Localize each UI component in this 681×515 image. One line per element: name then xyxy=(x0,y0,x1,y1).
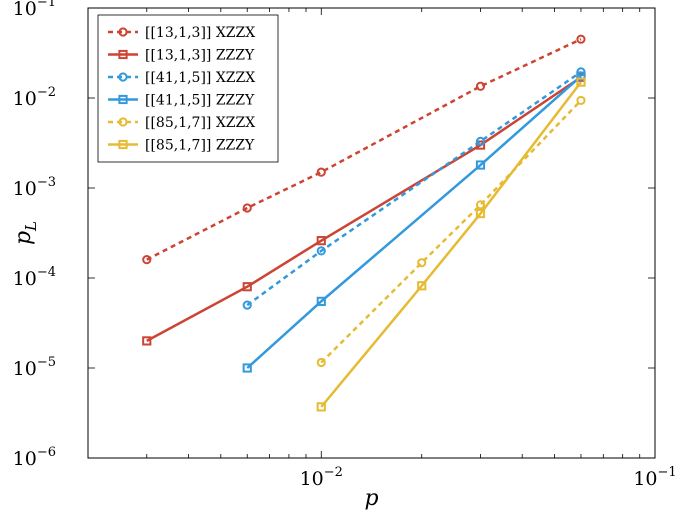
y-tick-label: 10−4 xyxy=(13,265,56,290)
legend-entry: [[85,1,7]] XZZX xyxy=(108,115,255,131)
series-line xyxy=(146,76,582,343)
series-line xyxy=(246,75,582,369)
data-point xyxy=(242,363,252,373)
data-point xyxy=(475,160,486,170)
series-5 xyxy=(316,77,586,412)
data-point xyxy=(316,357,326,368)
data-point xyxy=(417,258,427,268)
series-line xyxy=(320,99,582,364)
y-tick-label: 10−1 xyxy=(13,0,56,20)
legend-entry: [[13,1,3]] ZZZY xyxy=(108,48,255,64)
legend-swatch-marker xyxy=(118,27,128,37)
data-point xyxy=(316,236,326,246)
legend-entry: [[41,1,5]] XZZX xyxy=(108,70,255,86)
legend-label: [[13,1,3]] ZZZY xyxy=(145,48,255,64)
data-point xyxy=(576,95,586,106)
legend-swatch-marker xyxy=(118,117,128,127)
legend-entry: [[85,1,7]] ZZZY xyxy=(108,138,255,154)
legend-label: [[41,1,5]] XZZX xyxy=(145,70,255,86)
data-point xyxy=(242,300,252,310)
data-point xyxy=(576,71,586,81)
legend-swatch-marker xyxy=(118,72,128,82)
data-point xyxy=(475,81,486,91)
legend-label: [[85,1,7]] XZZX xyxy=(145,115,255,131)
legend-entry: [[13,1,3]] XZZX xyxy=(108,25,255,41)
data-point xyxy=(576,77,586,87)
plot-frame xyxy=(87,7,656,459)
legend-box xyxy=(97,14,279,163)
series-0 xyxy=(142,34,586,265)
x-tick-label: 10−1 xyxy=(633,465,676,490)
data-point xyxy=(475,136,486,146)
series-3 xyxy=(242,71,586,373)
data-point xyxy=(316,167,326,177)
data-point xyxy=(242,282,252,292)
legend-label: [[13,1,3]] XZZX xyxy=(145,25,255,41)
series-line xyxy=(146,38,582,261)
x-axis-title: p xyxy=(364,486,378,511)
legend-entry: [[41,1,5]] ZZZY xyxy=(108,93,255,109)
series-line xyxy=(246,70,582,307)
data-point xyxy=(242,203,252,213)
legend-swatch-marker xyxy=(118,49,128,60)
data-point xyxy=(475,200,486,210)
series-line xyxy=(320,81,582,408)
data-point xyxy=(417,281,427,291)
data-point xyxy=(142,336,152,346)
data-point xyxy=(316,296,326,306)
data-point xyxy=(316,246,326,256)
legend-label: [[41,1,5]] ZZZY xyxy=(145,93,255,109)
legend-label: [[85,1,7]] ZZZY xyxy=(145,138,255,154)
data-point xyxy=(316,402,326,412)
y-tick-label: 10−5 xyxy=(13,355,56,380)
legend-swatch-marker xyxy=(118,94,128,105)
data-point xyxy=(142,255,152,265)
data-point xyxy=(475,208,486,219)
series-4 xyxy=(316,95,586,368)
series-2 xyxy=(242,67,586,310)
y-tick-label: 10−6 xyxy=(13,445,56,470)
y-tick-label: 10−3 xyxy=(13,175,56,200)
legend-swatch-marker xyxy=(118,139,128,150)
data-point xyxy=(576,34,586,44)
y-tick-label: 10−2 xyxy=(13,85,56,110)
x-tick-label: 10−2 xyxy=(300,465,343,490)
y-axis-title: pL xyxy=(11,221,40,245)
